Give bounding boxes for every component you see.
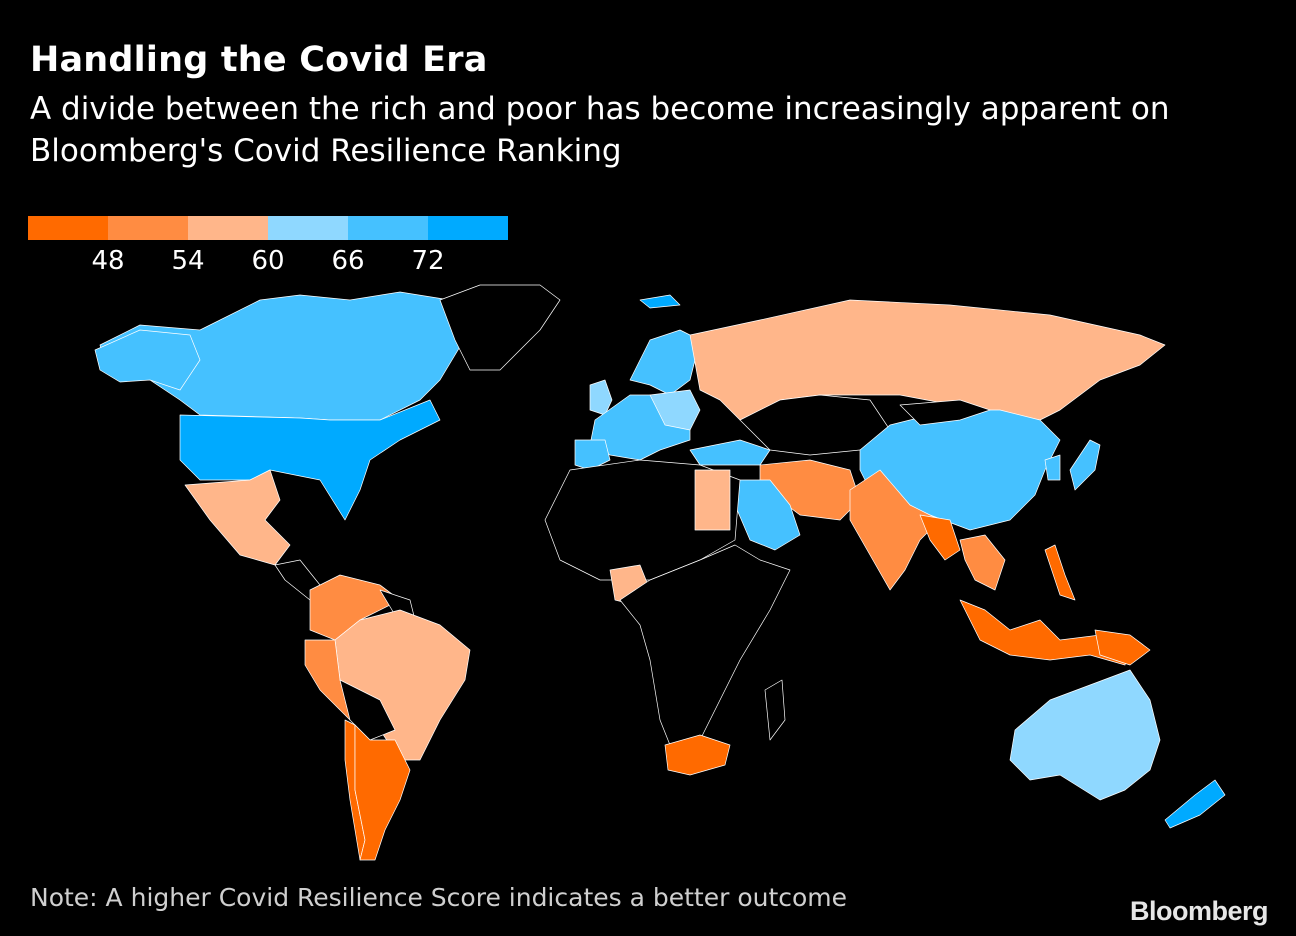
legend-tick-label: 48 [91,246,125,276]
legend-tick-label: 72 [411,246,445,276]
region-bangladesh-myanmar [919,514,961,561]
legend-swatch-5 [348,216,428,240]
region-japan [1069,439,1101,491]
region-australia [1009,669,1161,801]
source-brand-logo: Bloomberg [1129,896,1269,926]
region-uk-ireland [589,379,613,416]
region-egypt [694,469,731,531]
region-southeast-asia-mainland [959,534,1006,591]
region-scandinavia [629,329,701,396]
region-usa [179,399,441,521]
chart-title: Handling the Covid Era [30,40,488,80]
legend-tick-label: 54 [171,246,205,276]
legend-swatch-6 [428,216,508,240]
region-philippines [1044,544,1076,601]
region-africa-central-east [619,544,791,746]
region-bolivia-paraguay [339,679,396,741]
region-madagascar [764,679,786,741]
color-legend [28,216,508,240]
legend-tick-label: 66 [331,246,365,276]
region-new-zealand [1164,779,1226,829]
region-iberia [574,439,611,471]
legend-tick-label: 60 [251,246,285,276]
chart-subtitle: A divide between the rich and poor has b… [30,91,1170,169]
region-turkey [689,439,771,466]
region-mongolia [899,399,991,426]
region-south-africa [664,734,731,776]
chart-note: Note: A higher Covid Resilience Score in… [30,883,848,912]
region-korea [1044,454,1061,481]
region-colombia-venezuela [309,574,401,641]
region-india [849,469,941,591]
legend-ticks: 48 54 60 66 72 [28,246,508,278]
legend-swatch-3 [188,216,268,240]
region-central-europe [649,389,701,431]
world-choropleth-map [94,284,1226,861]
region-alaska [94,329,201,391]
legend-swatch-2 [108,216,188,240]
region-canada [99,291,471,421]
legend-swatch-1 [28,216,108,240]
region-iceland [639,294,681,309]
legend-swatch-4 [268,216,348,240]
region-mexico [184,469,291,566]
region-argentina [354,724,411,861]
region-greenland [439,284,561,371]
region-papua [1094,629,1151,666]
region-russia [689,299,1166,421]
